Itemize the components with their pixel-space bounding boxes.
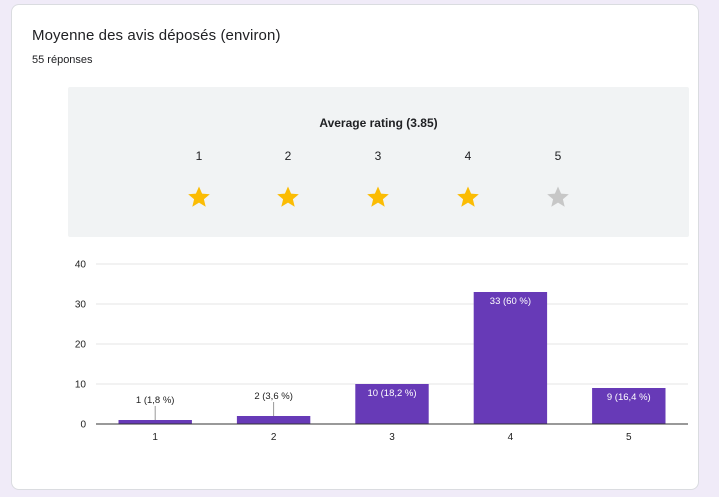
data-label: 9 (16,4 %)	[607, 392, 651, 403]
x-tick-label: 2	[271, 432, 277, 443]
data-label: 33 (60 %)	[490, 296, 531, 307]
x-tick-label: 5	[626, 432, 632, 443]
x-tick-label: 3	[389, 432, 395, 443]
star-icon	[457, 186, 479, 207]
bar	[118, 420, 192, 424]
x-tick-label: 1	[152, 432, 158, 443]
star-number: 5	[554, 149, 562, 163]
data-label: 1 (1,8 %)	[136, 395, 175, 406]
star-number: 3	[374, 149, 382, 163]
response-count: 55 réponses	[32, 54, 93, 66]
bar	[355, 384, 429, 424]
y-tick-label: 20	[75, 340, 87, 351]
y-tick-label: 40	[75, 260, 87, 271]
bar	[236, 416, 311, 424]
bar	[473, 292, 548, 424]
star-column-2: 2	[268, 149, 308, 209]
y-tick-label: 30	[75, 300, 87, 311]
data-label: 10 (18,2 %)	[367, 388, 416, 399]
average-rating-panel: Average rating (3.85) 1 2 3 4 5	[68, 87, 689, 237]
data-label: 2 (3,6 %)	[254, 391, 293, 402]
question-title: Moyenne des avis déposés (environ)	[32, 27, 281, 44]
star-icon	[277, 186, 299, 207]
star-icon	[547, 186, 569, 207]
star-icon	[188, 186, 210, 207]
star-number: 2	[284, 149, 292, 163]
star-number: 1	[195, 149, 203, 163]
bar	[592, 388, 666, 424]
star-column-5: 5	[538, 149, 578, 209]
y-tick-label: 10	[75, 380, 87, 391]
y-tick-label: 0	[80, 420, 86, 431]
star-column-3: 3	[358, 149, 398, 209]
question-card: Moyenne des avis déposés (environ) 55 ré…	[11, 4, 699, 490]
average-rating-label: Average rating (3.85)	[319, 116, 438, 130]
star-column-1: 1	[179, 149, 219, 209]
star-number: 4	[464, 149, 472, 163]
x-tick-label: 4	[508, 432, 514, 443]
star-icon	[367, 186, 389, 207]
star-column-4: 4	[448, 149, 488, 209]
